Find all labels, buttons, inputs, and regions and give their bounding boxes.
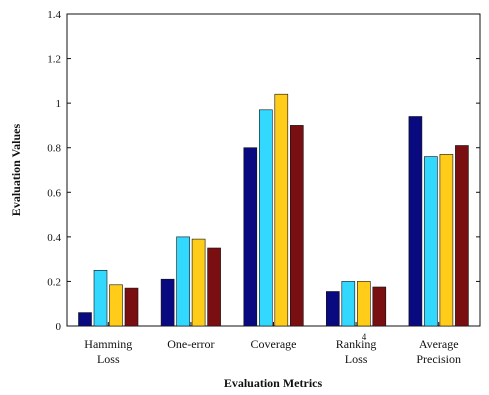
y-tick-label: 0.6: [47, 187, 61, 199]
bar: [455, 145, 469, 327]
x-category-label-line: Ranking: [336, 337, 377, 351]
y-tick-label: 1.2: [47, 54, 61, 66]
x-axis-title: Evaluation Metrics: [224, 376, 323, 390]
y-axis-ticks: 0 0.2 0.4 0.6 0.8 1 1.2 1.4: [47, 9, 480, 333]
y-tick-label: 1.4: [47, 9, 61, 21]
bar: [408, 116, 423, 327]
y-tick-label: 1: [56, 98, 62, 110]
bar-group: [78, 93, 469, 327]
y-tick-label: 0.2: [47, 276, 61, 288]
x-category-label: Hamming Loss: [84, 337, 132, 366]
bar: [176, 236, 190, 327]
x-category-label-line: One-error: [167, 337, 214, 351]
bar: [93, 269, 108, 327]
bar: [289, 125, 304, 327]
bar: [424, 156, 438, 327]
bar: [78, 312, 92, 327]
x-category-label-line: Average: [419, 337, 459, 351]
bar: [258, 109, 273, 327]
bar: [109, 284, 123, 327]
bar: [207, 247, 221, 327]
bar: [325, 291, 340, 327]
bar: [341, 281, 356, 327]
bar: [160, 278, 175, 327]
x-category-label-line: Loss: [345, 352, 368, 366]
x-category-label-line: Loss: [97, 352, 120, 366]
bar: [191, 238, 206, 327]
y-tick-label: 0.8: [47, 143, 61, 155]
bar: [356, 281, 371, 327]
bar: [372, 286, 387, 327]
x-category-label: One-error: [167, 337, 214, 351]
bar: [439, 154, 454, 327]
x-category-label: Ranking Loss: [336, 337, 377, 366]
bar: [243, 147, 258, 327]
x-category-label: Coverage: [251, 337, 297, 351]
y-tick-label: 0.4: [47, 232, 61, 244]
y-tick-label: 0: [56, 321, 62, 333]
chart-annotation: 4: [362, 332, 367, 342]
y-axis-title: Evaluation Values: [9, 123, 23, 216]
x-category-label-line: Hamming: [84, 337, 132, 351]
x-category-label: Average Precision: [416, 337, 461, 366]
x-category-label-line: Coverage: [251, 337, 297, 351]
bar: [274, 93, 289, 327]
x-category-label-line: Precision: [416, 352, 461, 366]
bar: [124, 287, 139, 327]
